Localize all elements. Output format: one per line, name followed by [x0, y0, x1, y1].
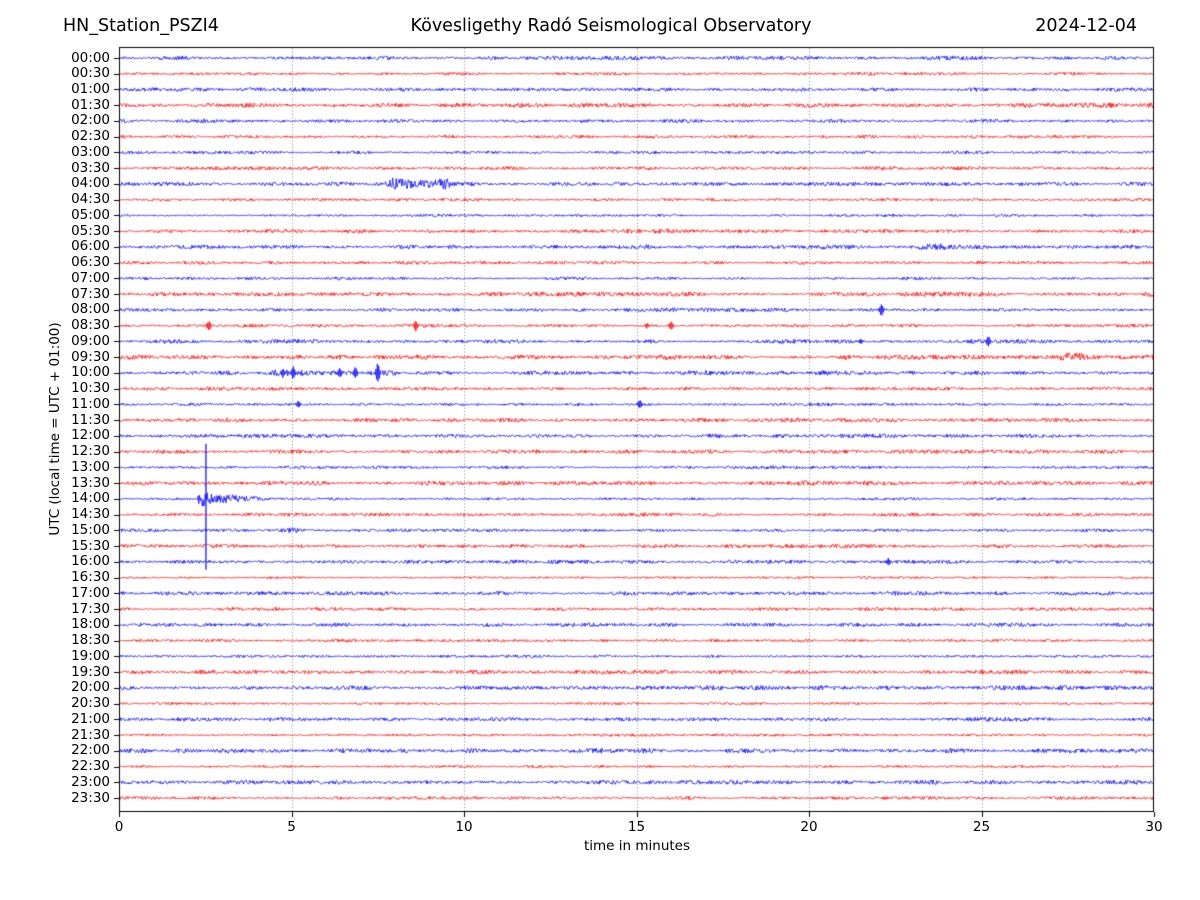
y-tick-label: 22:30 [71, 758, 110, 774]
y-tick-label: 21:00 [71, 710, 110, 727]
y-tick-label: 02:00 [71, 112, 110, 129]
x-tick-label: 5 [287, 819, 296, 835]
y-tick-label: 07:00 [71, 269, 110, 286]
y-tick-label: 08:30 [71, 317, 110, 334]
y-tick-label: 15:00 [71, 521, 110, 538]
y-tick-label: 17:00 [71, 584, 110, 601]
y-tick-label: 13:00 [71, 458, 110, 475]
y-tick-label: 18:00 [71, 616, 110, 633]
y-tick-label: 05:00 [71, 206, 110, 223]
x-tick-label: 30 [1145, 819, 1163, 835]
y-tick-label: 19:00 [71, 647, 110, 664]
y-tick-label: 20:00 [71, 679, 110, 696]
x-tick-label: 15 [627, 819, 646, 835]
station-title: HN_Station_PSZI4 [63, 16, 219, 36]
y-tick-label: 22:00 [71, 742, 110, 759]
y-tick-label: 09:00 [71, 332, 110, 349]
y-tick-label: 14:00 [71, 490, 110, 507]
y-tick-label: 04:00 [71, 175, 110, 192]
x-axis-label: time in minutes [583, 838, 691, 854]
x-tick-label: 20 [800, 819, 818, 835]
y-tick-label: 11:30 [71, 411, 110, 428]
y-tick-label: 01:30 [71, 96, 110, 113]
y-tick-label: 23:30 [71, 789, 110, 806]
y-tick-label: 13:30 [71, 474, 110, 491]
y-tick-label: 10:30 [71, 380, 110, 397]
y-tick-label: 12:30 [71, 443, 110, 460]
y-tick-label: 07:30 [71, 285, 110, 302]
y-tick-label: 15:30 [71, 537, 110, 554]
y-tick-label: 23:00 [71, 773, 110, 790]
y-tick-label: 06:30 [71, 254, 110, 271]
y-tick-label: 08:00 [71, 301, 110, 318]
y-tick-label: 11:00 [71, 395, 110, 412]
y-tick-label: 19:30 [71, 663, 110, 680]
y-tick-label: 00:00 [71, 49, 110, 66]
y-tick-label: 12:00 [71, 427, 110, 444]
x-tick-label: 0 [114, 819, 124, 835]
x-tick-label: 10 [455, 819, 473, 835]
y-tick-label: 03:00 [71, 143, 110, 160]
y-tick-label: 09:30 [71, 348, 110, 365]
y-tick-label: 16:30 [71, 569, 110, 586]
date-title: 2024-12-04 [1035, 16, 1137, 36]
y-tick-label: 04:30 [71, 191, 110, 208]
y-tick-label: 21:30 [71, 726, 110, 743]
y-tick-label: 20:30 [71, 695, 110, 712]
y-tick-label: 05:30 [71, 222, 110, 239]
y-tick-label: 00:30 [71, 65, 110, 82]
y-tick-label: 03:30 [71, 159, 110, 176]
y-tick-label: 02:30 [71, 128, 110, 145]
observatory-title: Kövesligethy Radó Seismological Observat… [410, 16, 812, 36]
y-tick-label: 14:30 [71, 506, 110, 523]
x-tick-label: 25 [972, 819, 991, 835]
y-tick-label: 17:30 [71, 600, 110, 617]
y-tick-label: 06:00 [71, 238, 110, 255]
y-tick-label: 18:30 [71, 632, 110, 649]
y-tick-label: 01:00 [71, 80, 110, 97]
y-tick-label: 10:00 [71, 364, 110, 381]
y-tick-label: 16:00 [71, 553, 110, 570]
